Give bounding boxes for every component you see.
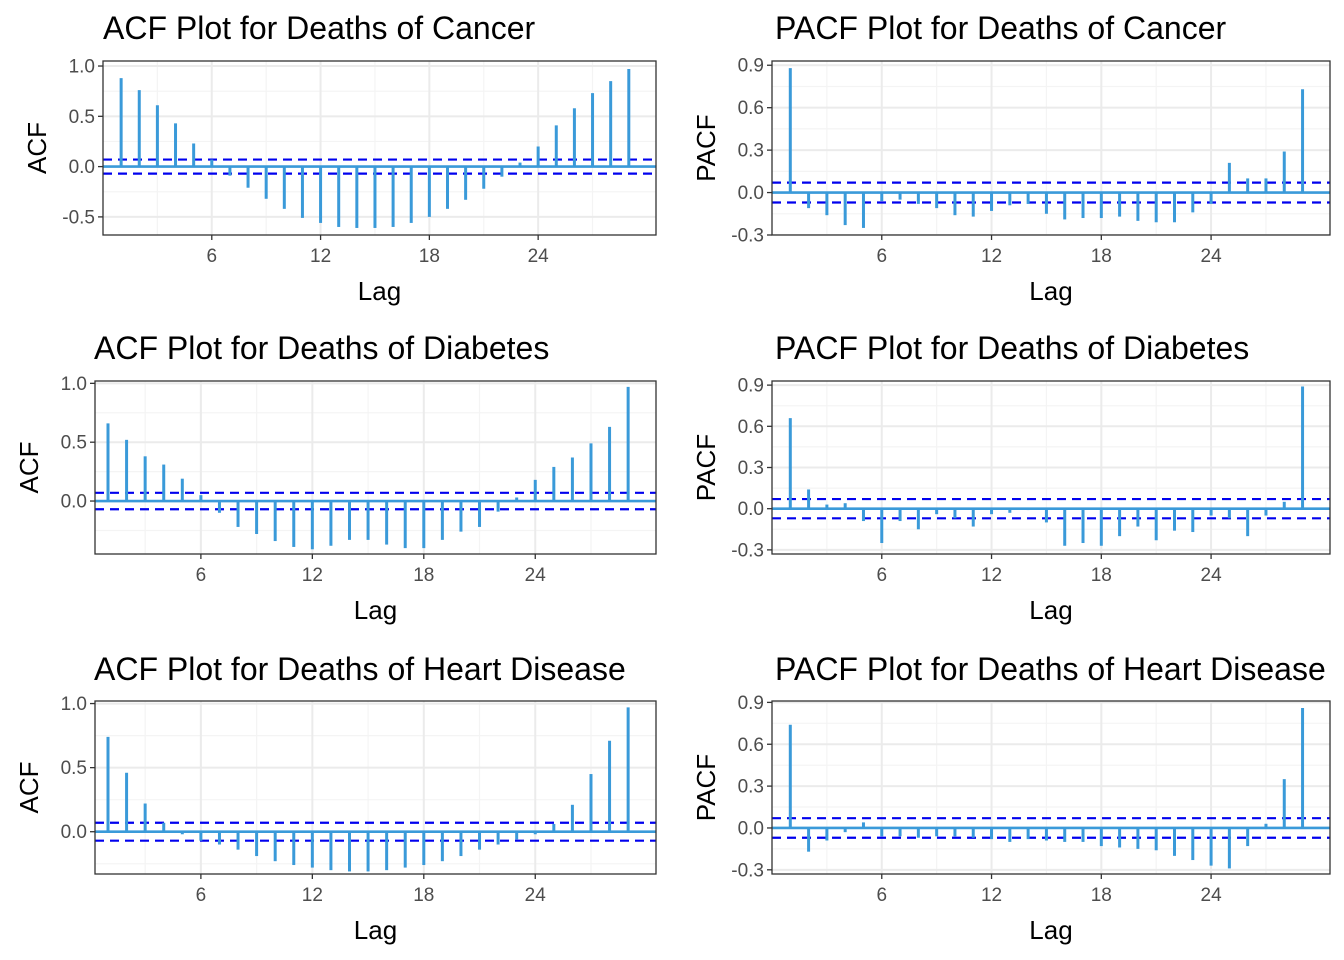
panel-acf-diabetes: ACF Plot for Deaths of Diabetes 0.0 0.5 1.… — [14, 330, 657, 625]
y-tick-label: 0.0 — [738, 818, 764, 839]
y-tick-label: 1.0 — [61, 374, 87, 395]
x-tick-label: 12 — [981, 885, 1002, 906]
y-tick-label: 0.6 — [738, 98, 764, 119]
x-axis-label: Lag — [354, 595, 397, 625]
y-tick-label: 0.5 — [61, 433, 87, 454]
y-tick-label: 0.6 — [738, 735, 764, 756]
x-tick-label: 18 — [1091, 246, 1112, 267]
x-tick-label: 18 — [413, 565, 434, 586]
x-axis-label: Lag — [354, 915, 397, 945]
panel-pacf-diabetes: PACF Plot for Deaths of Diabetes -0.3 0.0… — [691, 330, 1331, 625]
x-tick-label: 12 — [302, 565, 323, 586]
y-tick-label: 0.5 — [69, 107, 95, 128]
x-tick-label: 18 — [413, 885, 434, 906]
x-tick-label: 12 — [310, 246, 331, 267]
panel-acf-heart-disease: ACF Plot for Deaths of Heart Disease 0.0… — [14, 651, 657, 945]
y-tick-label: -0.3 — [731, 540, 764, 561]
x-tick-label: 12 — [981, 565, 1002, 586]
y-tick-label: -0.3 — [731, 226, 764, 247]
panel-border — [102, 60, 657, 236]
panel-title: ACF Plot for Deaths of Heart Disease — [94, 651, 626, 687]
y-tick-label: 0.0 — [738, 499, 764, 520]
panel-title: ACF Plot for Deaths of Diabetes — [94, 330, 549, 366]
y-tick-label: 1.0 — [69, 57, 95, 78]
y-axis-label: ACF — [14, 762, 44, 814]
x-axis-label: Lag — [358, 276, 401, 306]
y-tick-label: 0.9 — [738, 56, 764, 77]
x-axis-label: Lag — [1029, 276, 1072, 306]
x-tick-label: 24 — [528, 246, 550, 267]
x-tick-label: 24 — [525, 565, 547, 586]
x-tick-label: 12 — [302, 885, 323, 906]
x-tick-label: 18 — [1091, 885, 1112, 906]
panel-border — [771, 60, 1331, 236]
y-tick-label: 0.0 — [69, 157, 95, 178]
y-tick-label: 0.3 — [738, 141, 764, 162]
x-tick-label: 18 — [419, 246, 440, 267]
x-tick-label: 6 — [876, 565, 887, 586]
x-tick-label: 6 — [196, 885, 207, 906]
y-axis-label: PACF — [691, 754, 721, 821]
y-tick-label: 0.6 — [738, 417, 764, 438]
x-tick-label: 24 — [1201, 565, 1223, 586]
y-tick-label: 0.0 — [61, 492, 87, 513]
y-axis-label: ACF — [14, 442, 44, 494]
y-tick-label: 0.3 — [738, 777, 764, 798]
y-axis-label: PACF — [691, 434, 721, 501]
panel-border — [771, 700, 1331, 875]
panel-title: ACF Plot for Deaths of Cancer — [103, 10, 536, 46]
x-tick-label: 6 — [876, 246, 887, 267]
x-axis-label: Lag — [1029, 915, 1072, 945]
y-axis-label: ACF — [22, 122, 52, 174]
y-tick-label: 1.0 — [61, 694, 87, 715]
panel-title: PACF Plot for Deaths of Diabetes — [775, 330, 1249, 366]
panel-border — [94, 380, 657, 555]
x-tick-label: 12 — [981, 246, 1002, 267]
y-tick-label: -0.5 — [62, 207, 95, 228]
y-axis-label: PACF — [691, 114, 721, 181]
x-tick-label: 6 — [206, 246, 217, 267]
y-tick-label: 0.3 — [738, 458, 764, 479]
panel-acf-cancer: ACF Plot for Deaths of Cancer -0.5 0.0 0.5… — [22, 10, 657, 306]
panel-title: PACF Plot for Deaths of Cancer — [775, 10, 1226, 46]
panel-border — [94, 700, 657, 875]
y-tick-label: -0.3 — [731, 860, 764, 881]
y-tick-label: 0.9 — [738, 693, 764, 714]
x-axis-label: Lag — [1029, 595, 1072, 625]
x-tick-label: 6 — [876, 885, 887, 906]
y-tick-label: 0.5 — [61, 758, 87, 779]
x-tick-label: 24 — [1201, 246, 1223, 267]
y-tick-label: 0.9 — [738, 376, 764, 397]
panel-pacf-heart-disease: PACF Plot for Deaths of Heart Disease -0… — [691, 651, 1331, 945]
y-tick-label: 0.0 — [738, 183, 764, 204]
x-tick-label: 18 — [1091, 565, 1112, 586]
x-tick-label: 6 — [196, 565, 207, 586]
panel-pacf-cancer: PACF Plot for Deaths of Cancer -0.3 0.0 0.… — [691, 10, 1331, 306]
y-tick-label: 0.0 — [61, 822, 87, 843]
panel-title: PACF Plot for Deaths of Heart Disease — [775, 651, 1326, 687]
x-tick-label: 24 — [1201, 885, 1223, 906]
x-tick-label: 24 — [525, 885, 547, 906]
